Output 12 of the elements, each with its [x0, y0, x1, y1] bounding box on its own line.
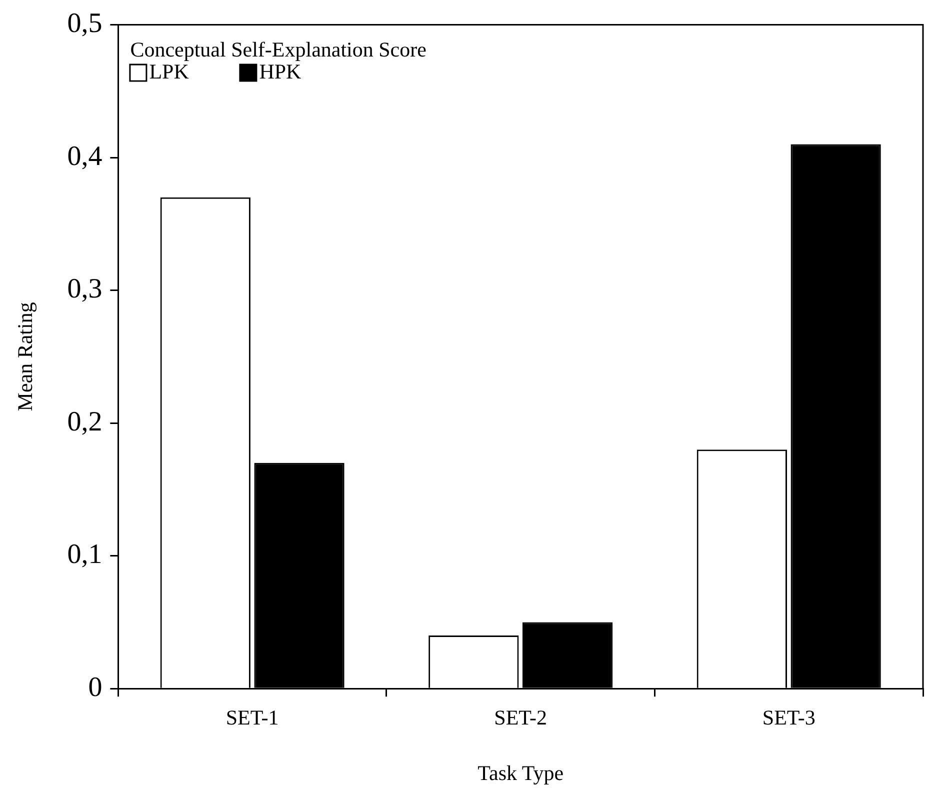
y-axis-title: Mean Rating [13, 302, 38, 412]
x-tick-label: SET-2 [494, 706, 548, 730]
y-tick-label: 0,1 [67, 539, 102, 570]
y-tick-label: 0,5 [67, 8, 102, 40]
x-axis-title: Task Type [478, 760, 564, 785]
y-tick-label: 0,2 [67, 406, 102, 438]
y-tick-label: 0 [88, 672, 102, 703]
y-tick-label: 0,3 [67, 274, 102, 305]
y-tick-label: 0,4 [67, 140, 102, 172]
x-tick-label: SET-1 [226, 706, 279, 730]
legend-title: Conceptual Self-Explanation Score [130, 37, 426, 62]
x-tick-label: SET-3 [762, 706, 816, 730]
